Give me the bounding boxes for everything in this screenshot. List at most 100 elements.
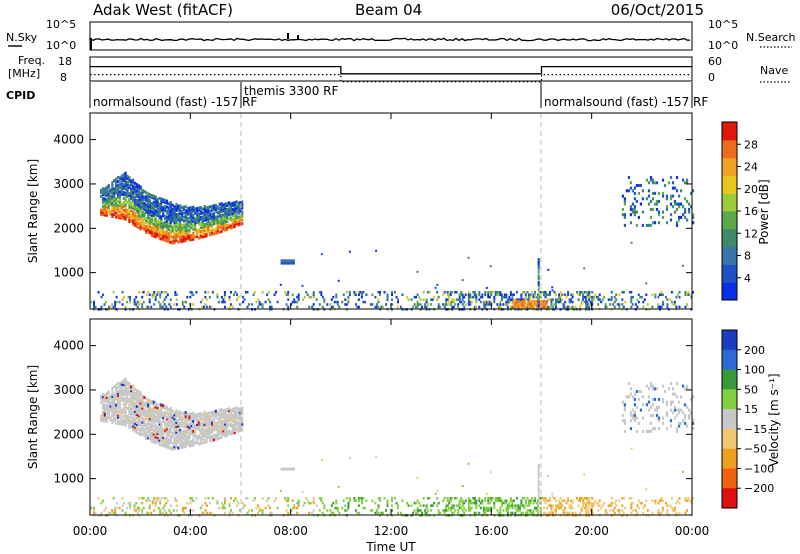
data-cell xyxy=(109,418,112,422)
data-cell xyxy=(216,421,219,425)
data-cell xyxy=(467,300,470,304)
data-cell xyxy=(546,293,548,296)
data-cell xyxy=(546,506,548,510)
data-cell xyxy=(203,234,206,238)
data-cell xyxy=(124,385,127,389)
data-cell xyxy=(133,191,137,195)
data-cell xyxy=(135,423,138,426)
data-cell xyxy=(130,215,133,219)
data-cell xyxy=(558,293,561,296)
data-cell xyxy=(487,497,490,500)
data-cell xyxy=(171,239,174,243)
data-cell xyxy=(205,414,208,418)
data-cell xyxy=(458,501,461,505)
data-cell xyxy=(180,423,184,427)
data-cell xyxy=(141,305,144,309)
data-cell xyxy=(214,423,217,427)
data-cell xyxy=(201,437,204,441)
data-cell xyxy=(205,305,208,309)
data-cell xyxy=(128,426,131,430)
data-cell xyxy=(661,509,664,512)
data-cell xyxy=(156,416,159,420)
data-cell xyxy=(470,295,473,299)
data-cell xyxy=(233,409,236,413)
data-cell xyxy=(114,509,117,512)
data-cell xyxy=(517,506,520,510)
data-cell xyxy=(216,413,219,417)
data-cell xyxy=(158,232,161,236)
data-cell xyxy=(130,213,133,217)
data-cell xyxy=(147,200,150,204)
nave-tick-top: 60 xyxy=(708,55,722,68)
data-cell xyxy=(205,428,208,432)
data-cell xyxy=(229,216,232,220)
data-cell xyxy=(115,506,118,510)
data-cell xyxy=(93,303,95,306)
data-cell xyxy=(175,436,178,440)
data-cell xyxy=(196,427,199,430)
data-cell xyxy=(113,395,116,399)
data-cell xyxy=(192,425,195,429)
data-cell xyxy=(154,401,157,405)
data-cell xyxy=(150,408,153,411)
data-cell xyxy=(222,504,225,507)
data-cell xyxy=(588,305,591,309)
data-cell xyxy=(484,303,487,306)
data-cell xyxy=(377,298,380,301)
data-cell xyxy=(565,501,568,505)
data-cell xyxy=(239,409,242,413)
data-cell xyxy=(165,405,169,409)
data-cell xyxy=(457,509,460,512)
data-cell xyxy=(657,501,660,505)
data-cell xyxy=(580,497,583,500)
data-cell xyxy=(424,303,427,306)
data-cell xyxy=(282,261,285,265)
data-cell xyxy=(297,504,300,507)
data-cell xyxy=(229,422,232,426)
power-colorbar-tick-label: 8 xyxy=(744,250,751,263)
data-cell xyxy=(214,427,217,431)
data-cell xyxy=(220,202,223,206)
data-cell xyxy=(332,501,335,505)
data-cell xyxy=(353,293,356,296)
data-cell xyxy=(564,506,567,510)
data-cell xyxy=(239,407,242,411)
data-cell xyxy=(282,259,285,263)
y-tick-label: 4000 xyxy=(53,339,84,353)
data-cell xyxy=(158,202,161,206)
data-cell xyxy=(192,207,195,211)
data-cell xyxy=(582,298,585,301)
data-cell xyxy=(209,437,212,441)
data-cell xyxy=(623,213,626,217)
data-cell xyxy=(321,511,324,515)
data-cell xyxy=(235,214,238,218)
data-cell xyxy=(128,204,131,208)
data-cell xyxy=(676,499,679,502)
data-cell xyxy=(199,206,202,209)
data-cell xyxy=(169,417,172,420)
data-cell xyxy=(156,228,159,231)
data-cell xyxy=(220,300,223,304)
data-cell xyxy=(150,423,153,427)
data-cell xyxy=(150,209,153,213)
data-cell xyxy=(145,427,148,431)
data-cell xyxy=(551,495,554,498)
data-cell xyxy=(342,499,345,502)
data-cell xyxy=(491,497,494,500)
data-cell xyxy=(209,435,212,439)
data-cell xyxy=(312,295,315,299)
data-cell xyxy=(537,266,540,270)
data-cell xyxy=(115,403,118,407)
data-cell xyxy=(208,305,211,309)
data-cell xyxy=(148,195,152,199)
data-cell xyxy=(135,193,138,196)
data-cell xyxy=(210,305,213,309)
data-cell xyxy=(360,497,363,500)
data-cell xyxy=(111,398,114,402)
data-cell xyxy=(255,506,258,510)
data-cell xyxy=(562,305,565,309)
data-cell xyxy=(179,224,182,228)
data-cell xyxy=(175,213,178,216)
data-cell xyxy=(147,434,150,438)
data-cell xyxy=(537,277,540,281)
